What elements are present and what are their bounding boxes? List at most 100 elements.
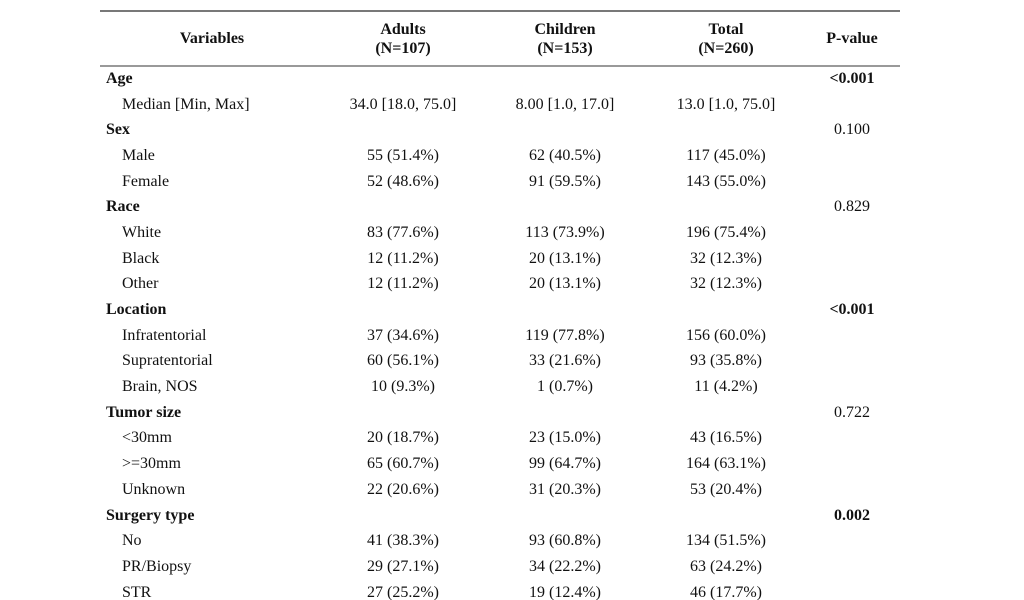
variable-cell: Unknown	[122, 480, 186, 498]
children-cell: 62 (40.5%)	[529, 146, 601, 164]
pvalue-cell	[804, 426, 900, 452]
adults-cell: 83 (77.6%)	[367, 223, 439, 241]
adults-cell	[324, 503, 482, 529]
pvalue-cell	[804, 169, 900, 195]
pvalue-cell: 0.829	[834, 198, 870, 216]
pvalue-cell: <0.001	[829, 301, 875, 319]
table-row: Sex 0.100	[100, 117, 900, 143]
total-cell	[648, 117, 804, 143]
pvalue-cell	[804, 323, 900, 349]
pvalue-cell	[804, 246, 900, 272]
col-header-children: Children (N=153)	[482, 11, 648, 67]
adults-cell	[324, 117, 482, 143]
total-cell: 32 (12.3%)	[690, 249, 762, 267]
pvalue-cell: <0.001	[829, 70, 875, 88]
adults-cell: 37 (34.6%)	[367, 326, 439, 344]
table-row: Supratentorial 60 (56.1%) 33 (21.6%) 93 (35…	[100, 349, 900, 375]
variable-cell: Supratentorial	[122, 352, 213, 370]
table-row: Infratentorial 37 (34.6%) 119 (77.8%) 156 (…	[100, 323, 900, 349]
variable-cell: Other	[122, 275, 159, 293]
adults-cell: 12 (11.2%)	[367, 275, 439, 293]
pvalue-cell: 0.722	[834, 403, 870, 421]
variable-cell: Black	[122, 249, 160, 267]
total-cell: 164 (63.1%)	[686, 455, 766, 473]
col-header-total: Total (N=260)	[648, 11, 804, 67]
children-cell: 33 (21.6%)	[529, 352, 601, 370]
adults-cell	[324, 194, 482, 220]
variable-cell: Female	[122, 172, 170, 190]
pvalue-cell: 0.100	[834, 121, 870, 139]
pvalue-cell: 0.002	[834, 506, 870, 524]
table-row: Male 55 (51.4%) 62 (40.5%) 117 (45.0%)	[100, 143, 900, 169]
variable-cell: <30mm	[122, 429, 172, 447]
total-cell: 196 (75.4%)	[686, 223, 766, 241]
table-row: STR 27 (25.2%) 19 (12.4%) 46 (17.7%)	[100, 580, 900, 600]
total-cell	[648, 297, 804, 323]
demographics-table: Variables Adults (N=107) Children (N=153…	[100, 10, 900, 600]
table-row: Age <0.001	[100, 66, 900, 92]
children-cell: 119 (77.8%)	[525, 326, 605, 344]
children-cell: 8.00 [1.0, 17.0]	[515, 95, 615, 113]
children-cell	[482, 400, 648, 426]
adults-cell: 41 (38.3%)	[367, 532, 439, 550]
adults-cell	[324, 400, 482, 426]
children-cell: 1 (0.7%)	[537, 378, 593, 396]
pvalue-cell	[804, 580, 900, 600]
adults-cell: 22 (20.6%)	[367, 480, 439, 498]
total-cell: 143 (55.0%)	[686, 172, 766, 190]
variable-cell: STR	[122, 583, 152, 600]
adults-cell: 29 (27.1%)	[367, 557, 439, 575]
variable-cell: Male	[122, 146, 155, 164]
children-cell	[482, 194, 648, 220]
adults-cell: 12 (11.2%)	[367, 249, 439, 267]
variable-cell: Surgery type	[106, 506, 195, 524]
table-row: Other 12 (11.2%) 20 (13.1%) 32 (12.3%)	[100, 272, 900, 298]
children-cell: 93 (60.8%)	[529, 532, 601, 550]
total-cell: 117 (45.0%)	[686, 146, 766, 164]
children-cell	[482, 503, 648, 529]
table-row: Brain, NOS 10 (9.3%) 1 (0.7%) 11 (4.2%)	[100, 374, 900, 400]
table-row: Surgery type 0.002	[100, 503, 900, 529]
total-cell	[648, 400, 804, 426]
variable-cell: Median [Min, Max]	[122, 95, 250, 113]
adults-cell: 20 (18.7%)	[367, 429, 439, 447]
total-cell: 63 (24.2%)	[690, 557, 762, 575]
pvalue-cell	[804, 451, 900, 477]
table-row: No 41 (38.3%) 93 (60.8%) 134 (51.5%)	[100, 528, 900, 554]
children-cell: 20 (13.1%)	[529, 275, 601, 293]
children-cell: 91 (59.5%)	[529, 172, 601, 190]
adults-cell: 34.0 [18.0, 75.0]	[349, 95, 457, 113]
pvalue-cell	[804, 143, 900, 169]
adults-cell: 52 (48.6%)	[367, 172, 439, 190]
pvalue-cell	[804, 528, 900, 554]
table-row: Race 0.829	[100, 194, 900, 220]
adults-cell: 65 (60.7%)	[367, 455, 439, 473]
col-header-label: Variables	[179, 30, 245, 47]
pvalue-cell	[804, 272, 900, 298]
pvalue-cell	[804, 92, 900, 118]
col-header-label: Total	[708, 20, 744, 38]
children-cell	[482, 297, 648, 323]
variable-cell: White	[122, 223, 162, 241]
children-cell: 99 (64.7%)	[529, 455, 601, 473]
adults-cell: 10 (9.3%)	[371, 378, 435, 396]
table-row: Black 12 (11.2%) 20 (13.1%) 32 (12.3%)	[100, 246, 900, 272]
col-header-variables: Variables	[100, 11, 324, 67]
col-header-adults: Adults (N=107)	[324, 11, 482, 67]
variable-cell: Infratentorial	[122, 326, 207, 344]
total-cell	[648, 194, 804, 220]
pvalue-cell	[804, 220, 900, 246]
col-header-label: P-value	[826, 30, 878, 47]
table-body: Age <0.001 Median [Min, Max] 34.0 [18.0, 75…	[100, 66, 900, 600]
total-cell	[648, 503, 804, 529]
adults-cell: 27 (25.2%)	[367, 583, 439, 600]
table-row: White 83 (77.6%) 113 (73.9%) 196 (75.4%)	[100, 220, 900, 246]
adults-cell	[324, 297, 482, 323]
variable-cell: Age	[106, 70, 133, 88]
pvalue-cell	[804, 374, 900, 400]
table-header-row: Variables Adults (N=107) Children (N=153…	[100, 11, 900, 67]
col-header-label: Children	[534, 20, 596, 38]
adults-cell: 55 (51.4%)	[367, 146, 439, 164]
table-row: PR/Biopsy 29 (27.1%) 34 (22.2%) 63 (24.2%)	[100, 554, 900, 580]
col-header-sublabel: (N=153)	[537, 39, 593, 57]
